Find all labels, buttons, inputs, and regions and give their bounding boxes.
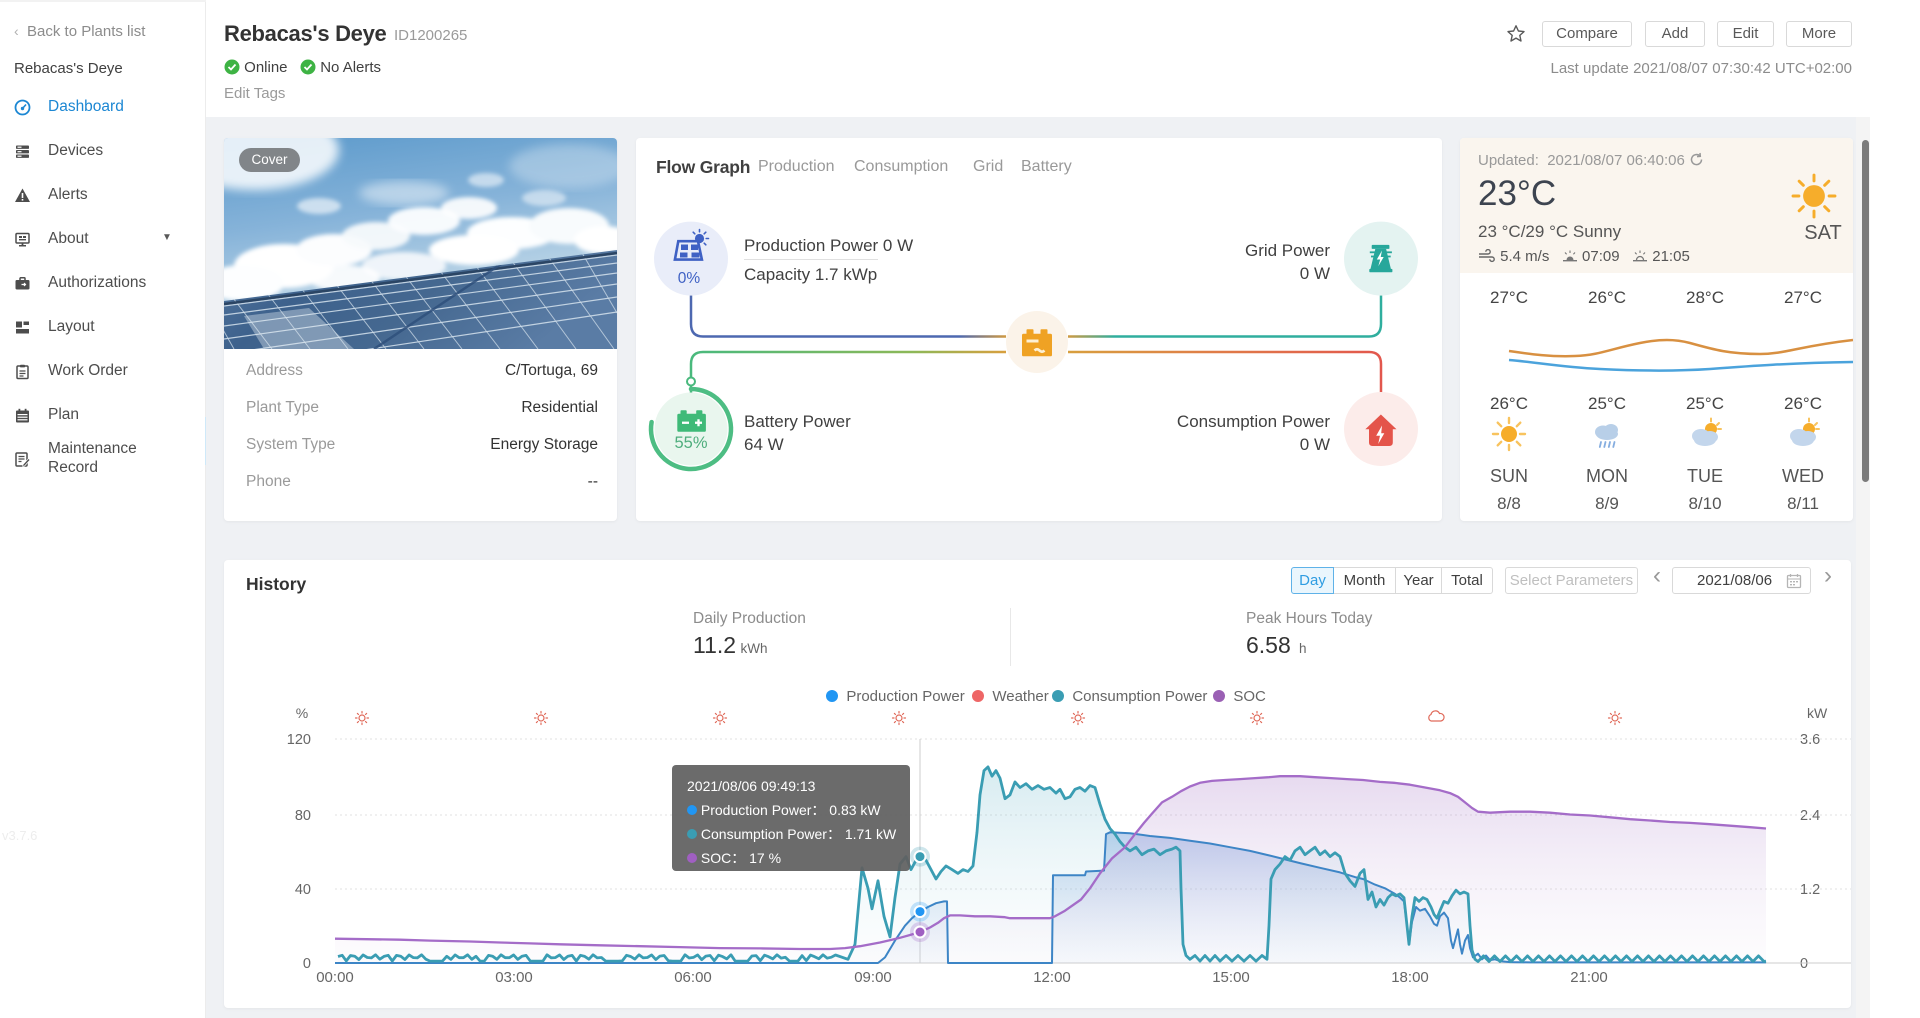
svg-text:80: 80 — [295, 808, 311, 824]
svg-text:1.2: 1.2 — [1800, 882, 1820, 898]
svg-text:0: 0 — [303, 956, 311, 972]
svg-text:21:00: 21:00 — [1570, 969, 1608, 986]
svg-text:%: % — [296, 708, 308, 721]
svg-text:3.6: 3.6 — [1800, 732, 1820, 748]
svg-text:2.4: 2.4 — [1800, 808, 1820, 824]
svg-text:0: 0 — [1800, 956, 1808, 972]
svg-text:15:00: 15:00 — [1212, 969, 1250, 986]
svg-text:09:00: 09:00 — [854, 969, 892, 986]
svg-text:55%: 55% — [674, 434, 707, 452]
svg-text:120: 120 — [287, 732, 311, 748]
svg-text:40: 40 — [295, 882, 311, 898]
svg-text:18:00: 18:00 — [1391, 969, 1429, 986]
svg-text:00:00: 00:00 — [316, 969, 354, 986]
svg-text:12:00: 12:00 — [1033, 969, 1071, 986]
svg-text:0%: 0% — [678, 270, 701, 287]
svg-text:kW: kW — [1807, 708, 1828, 721]
svg-text:06:00: 06:00 — [674, 969, 712, 986]
svg-text:03:00: 03:00 — [495, 969, 533, 986]
